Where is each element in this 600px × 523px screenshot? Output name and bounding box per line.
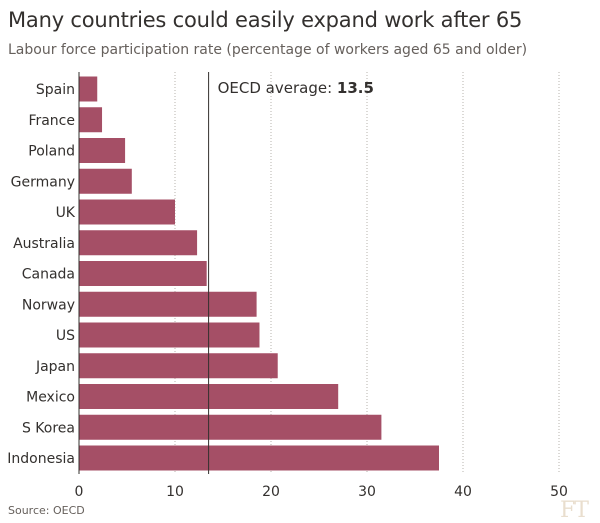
bar-uk — [79, 199, 175, 225]
category-label-france: France — [28, 113, 75, 129]
x-tick-label-20: 20 — [262, 484, 280, 500]
category-label-norway: Norway — [22, 297, 75, 313]
bar-s-korea — [79, 414, 382, 440]
chart-subtitle: Labour force participation rate (percent… — [8, 42, 528, 58]
bar-australia — [79, 230, 198, 256]
chart-title: Many countries could easily expand work … — [8, 8, 523, 32]
x-tick-label-40: 40 — [454, 484, 472, 500]
bar-germany — [79, 168, 132, 194]
oecd-average-label-prefix: OECD average: — [218, 79, 337, 97]
bar-spain — [79, 76, 98, 102]
ft-logo: FT — [560, 498, 589, 523]
oecd-average-value: 13.5 — [337, 79, 374, 97]
x-tick-label-50: 50 — [550, 484, 568, 500]
bar-us — [79, 322, 260, 348]
category-label-spain: Spain — [36, 82, 75, 98]
bar-france — [79, 107, 103, 133]
category-label-poland: Poland — [28, 144, 75, 160]
x-tick-label-30: 30 — [358, 484, 376, 500]
bar-poland — [79, 138, 126, 163]
oecd-average-label: OECD average: 13.5 — [218, 79, 374, 97]
category-label-japan: Japan — [35, 359, 75, 375]
category-label-australia: Australia — [13, 236, 75, 252]
category-label-uk: UK — [56, 205, 76, 221]
bar-norway — [79, 291, 257, 317]
bar-indonesia — [79, 445, 439, 471]
bar-canada — [79, 261, 207, 286]
category-label-canada: Canada — [22, 267, 75, 283]
category-label-germany: Germany — [11, 174, 75, 190]
x-tick-label-10: 10 — [166, 484, 184, 500]
category-label-s-korea: S Korea — [22, 420, 75, 436]
bar-japan — [79, 353, 278, 379]
category-label-mexico: Mexico — [26, 390, 75, 406]
category-label-indonesia: Indonesia — [7, 451, 75, 467]
category-label-us: US — [56, 328, 75, 344]
x-tick-label-0: 0 — [75, 484, 84, 500]
source-note: Source: OECD — [8, 504, 85, 517]
